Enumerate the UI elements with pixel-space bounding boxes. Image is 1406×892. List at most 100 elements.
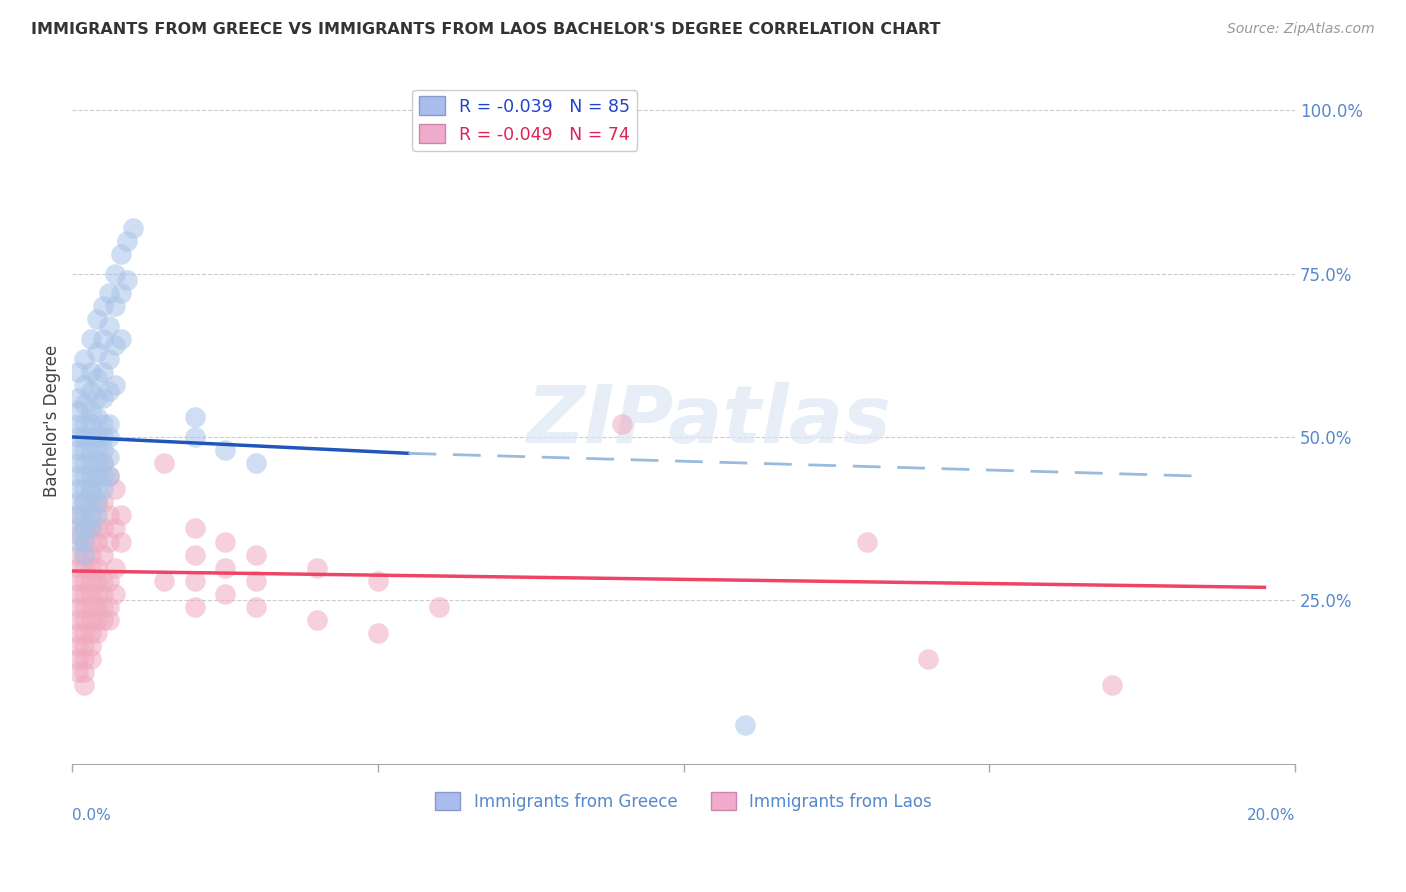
Point (67, 508, 90, 523)
Point (86, 483, 108, 497)
Point (79, 652, 101, 666)
Point (67, 639, 90, 653)
Point (91, 521, 114, 535)
Text: ZIPatlas: ZIPatlas (526, 382, 890, 459)
Point (97, 351, 120, 366)
Point (79, 495, 101, 509)
Point (104, 560, 127, 574)
Point (73, 665, 96, 680)
Point (97, 469, 120, 483)
Point (91, 613, 114, 627)
Point (67, 469, 90, 483)
Text: Source: ZipAtlas.com: Source: ZipAtlas.com (1227, 22, 1375, 37)
Point (214, 534, 236, 549)
Point (79, 384, 101, 399)
Point (612, 417, 634, 431)
Point (104, 521, 127, 535)
Point (104, 377, 127, 392)
Point (73, 587, 96, 601)
Point (97, 599, 120, 614)
Point (86, 521, 108, 535)
Point (183, 548, 205, 562)
Point (79, 521, 101, 535)
Point (183, 430, 205, 444)
Point (73, 351, 96, 366)
Point (91, 391, 114, 405)
Point (67, 404, 90, 418)
Point (73, 430, 96, 444)
Point (79, 639, 101, 653)
Point (97, 534, 120, 549)
Point (122, 220, 145, 235)
Point (73, 495, 96, 509)
Point (367, 626, 389, 640)
Point (86, 626, 108, 640)
Point (67, 365, 90, 379)
Point (104, 483, 127, 497)
Point (91, 365, 114, 379)
Point (91, 483, 114, 497)
Point (97, 286, 120, 301)
Point (73, 397, 96, 411)
Point (214, 443, 236, 458)
Point (79, 521, 101, 535)
Point (67, 495, 90, 509)
Point (73, 626, 96, 640)
Point (97, 417, 120, 431)
Point (67, 391, 90, 405)
Point (86, 613, 108, 627)
Point (104, 587, 127, 601)
Text: 0.0%: 0.0% (72, 808, 111, 823)
Point (153, 456, 176, 470)
Point (86, 410, 108, 425)
Point (86, 495, 108, 509)
Point (73, 469, 96, 483)
Point (91, 299, 114, 313)
Point (73, 521, 96, 535)
Point (245, 456, 267, 470)
Point (67, 652, 90, 666)
Point (67, 443, 90, 458)
Point (110, 286, 132, 301)
Point (86, 312, 108, 326)
Point (73, 456, 96, 470)
Point (856, 534, 879, 549)
Point (367, 574, 389, 588)
Point (67, 599, 90, 614)
Point (73, 483, 96, 497)
Point (79, 404, 101, 418)
Point (91, 332, 114, 346)
Y-axis label: Bachelor's Degree: Bachelor's Degree (44, 344, 60, 497)
Point (91, 495, 114, 509)
Point (73, 495, 96, 509)
Point (117, 234, 139, 248)
Point (79, 613, 101, 627)
Point (110, 508, 132, 523)
Point (67, 430, 90, 444)
Point (86, 443, 108, 458)
Point (73, 613, 96, 627)
Legend: Immigrants from Greece, Immigrants from Laos: Immigrants from Greece, Immigrants from … (429, 786, 939, 817)
Point (104, 299, 127, 313)
Point (91, 469, 114, 483)
Text: IMMIGRANTS FROM GREECE VS IMMIGRANTS FROM LAOS BACHELOR'S DEGREE CORRELATION CHA: IMMIGRANTS FROM GREECE VS IMMIGRANTS FRO… (31, 22, 941, 37)
Point (73, 443, 96, 458)
Point (73, 548, 96, 562)
Point (86, 430, 108, 444)
Point (79, 548, 101, 562)
Point (734, 717, 756, 731)
Point (91, 456, 114, 470)
Point (183, 410, 205, 425)
Point (67, 665, 90, 680)
Point (73, 417, 96, 431)
Point (153, 574, 176, 588)
Point (110, 534, 132, 549)
Point (86, 587, 108, 601)
Point (91, 599, 114, 614)
Point (79, 417, 101, 431)
Point (73, 678, 96, 692)
Point (67, 417, 90, 431)
Point (245, 548, 267, 562)
Point (79, 508, 101, 523)
Text: 20.0%: 20.0% (1247, 808, 1295, 823)
